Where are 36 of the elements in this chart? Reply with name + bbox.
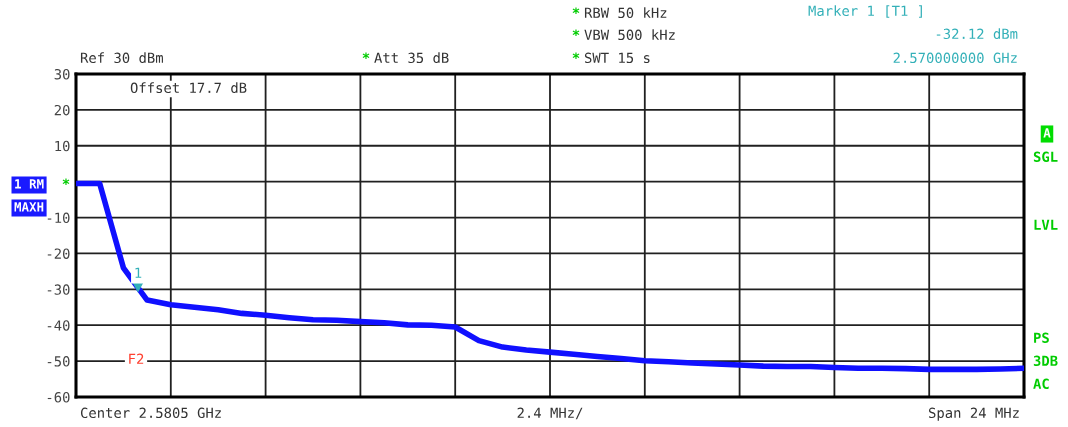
text: 2.4 MHz/: [517, 407, 583, 420]
text: 1 RM: [15, 179, 44, 189]
y-tick-label: 20: [54, 104, 70, 116]
text: AC: [1033, 378, 1049, 390]
text: PS: [1034, 332, 1049, 344]
y-tick-label: -30: [47, 284, 70, 295]
y-tick-label: -20: [47, 248, 70, 259]
y-tick-label: -40: [47, 320, 70, 331]
text: 2.570000000 GHz: [893, 52, 1017, 64]
text: SGL: [1033, 151, 1058, 163]
y-tick-label: 10: [55, 140, 70, 152]
text: LVL: [1034, 219, 1058, 230]
text: *: [572, 29, 580, 36]
text: Span 24 MHz: [928, 407, 1019, 421]
text: *: [572, 52, 580, 59]
y-tick-label: -10: [47, 212, 70, 224]
text: Center 2.5805 GHz: [80, 407, 221, 419]
text: *: [62, 178, 70, 185]
annotation: Offset 17.7 dB: [130, 82, 247, 94]
y-tick-label: -50: [47, 356, 70, 367]
text: Ref 30 dBm: [80, 52, 163, 64]
text: 3DB: [1033, 355, 1058, 367]
annotation: F2: [129, 353, 144, 364]
text: VBW 500 kHz: [584, 29, 675, 41]
text: RBW 50 kHz: [584, 7, 667, 19]
text: SWT 15 s: [584, 52, 650, 64]
text: *: [362, 52, 370, 59]
text: MAXH: [14, 202, 44, 212]
text: Att 35 dB: [374, 52, 449, 64]
annotation: 1: [135, 267, 142, 278]
y-tick-label: 30: [54, 69, 70, 80]
text: -32.12 dBm: [936, 28, 1018, 40]
text: Marker 1 [T1 ]: [808, 5, 922, 18]
y-tick-label: -60: [47, 392, 70, 403]
text: *: [572, 7, 580, 14]
text: A: [1043, 128, 1051, 138]
